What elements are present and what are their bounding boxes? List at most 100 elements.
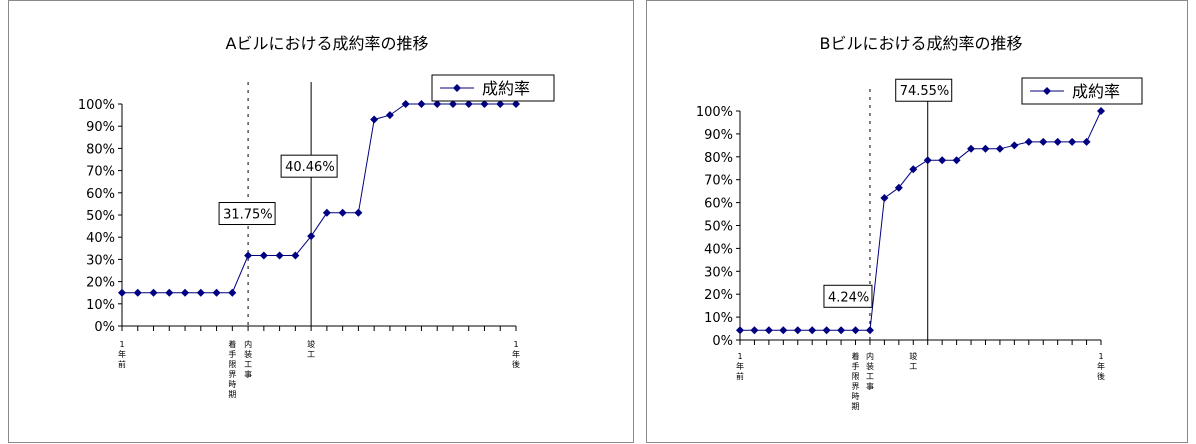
y-tick-label: 100% <box>696 105 733 120</box>
y-tick-label: 100% <box>78 98 115 113</box>
data-point <box>259 251 268 260</box>
data-point <box>433 100 442 108</box>
data-point <box>1053 137 1062 146</box>
data-point <box>750 326 759 335</box>
data-point <box>512 100 520 108</box>
x-tick-label: 着手限界時期 <box>852 351 860 411</box>
data-point <box>165 288 174 297</box>
x-tick-label: 竣工 <box>307 339 315 359</box>
data-point <box>480 100 489 108</box>
x-tick-label: 1 年後 <box>1097 352 1105 381</box>
y-tick-label: 70% <box>704 174 733 189</box>
data-point <box>401 100 410 108</box>
annotation-label: 74.55% <box>900 84 950 99</box>
data-point <box>1039 137 1048 146</box>
annotation-box <box>895 78 953 102</box>
legend-label: 成約率 <box>1072 82 1120 101</box>
data-point <box>212 288 221 297</box>
data-point <box>793 326 802 335</box>
chart-a-title: Aビルにおける成約率の推移 <box>226 34 429 53</box>
y-tick-label: 90% <box>86 120 115 135</box>
x-tick-label: 着手限界時期 <box>228 339 236 399</box>
data-point <box>338 208 347 217</box>
x-tick-label: 竣工 <box>909 351 917 371</box>
data-point <box>291 251 300 260</box>
data-point <box>851 326 860 335</box>
annotation-box <box>218 202 276 226</box>
data-point <box>385 111 394 120</box>
y-tick-label: 40% <box>704 242 733 257</box>
chart-b-svg: Bビルにおける成約率の推移 0% 10% 20% 30% 40% 50% 60% 70% 80% 9… <box>696 34 1143 411</box>
y-tick-label: 50% <box>86 209 115 224</box>
data-point <box>981 144 990 153</box>
data-point <box>228 288 237 297</box>
data-point <box>133 288 142 297</box>
y-tick-label: 30% <box>86 253 115 268</box>
y-tick-label: 10% <box>86 298 115 313</box>
data-point <box>995 144 1004 153</box>
y-tick-label: 80% <box>704 151 733 166</box>
y-tick-label: 20% <box>704 288 733 303</box>
y-tick-label: 40% <box>86 231 115 246</box>
data-point <box>880 194 889 203</box>
annotation-box <box>823 284 873 308</box>
data-point <box>967 144 976 153</box>
y-tick-label: 60% <box>86 187 115 202</box>
annotation-label: 40.46% <box>285 160 335 175</box>
x-tick-label: 内装工事 <box>244 339 252 379</box>
chart-a-svg: Aビルにおける成約率の推移 0% 10% 20% 30% 40% 50% 60% 70% 80% 9… <box>78 34 555 399</box>
data-point <box>837 326 846 335</box>
y-tick-label: 60% <box>704 197 733 212</box>
data-point <box>779 326 788 335</box>
data-point <box>244 251 253 260</box>
data-point <box>1082 137 1091 146</box>
y-tick-label: 0% <box>712 334 733 349</box>
y-tick-label: 30% <box>704 265 733 280</box>
series-line <box>740 110 1102 331</box>
x-tick-label: 1 年後 <box>512 340 520 369</box>
data-point <box>1097 107 1105 115</box>
data-point <box>464 100 473 108</box>
data-point <box>370 115 379 124</box>
x-tick-label: 内装工事 <box>866 351 874 391</box>
data-point <box>938 156 947 165</box>
data-point <box>322 208 331 217</box>
annotation-label: 4.24% <box>828 290 869 305</box>
data-point <box>417 100 426 108</box>
y-tick-label: 50% <box>704 220 733 235</box>
chart-panel-a: Aビルにおける成約率の推移 0% 10% 20% 30% 40% 50% 60% 70% 80% 9… <box>8 0 634 443</box>
data-point <box>354 208 363 217</box>
x-tick-label: 1 年前 <box>118 340 126 369</box>
data-point <box>822 326 831 335</box>
y-tick-label: 80% <box>86 142 115 157</box>
data-point <box>118 288 126 297</box>
data-point <box>952 156 961 165</box>
data-point <box>307 232 316 241</box>
data-point <box>275 251 284 260</box>
chart-panel-b: Bビルにおける成約率の推移 0% 10% 20% 30% 40% 50% 60% 70% 80% 9… <box>646 0 1188 443</box>
data-point <box>1068 137 1077 146</box>
data-point <box>448 100 457 108</box>
data-point <box>736 326 744 335</box>
data-point <box>149 288 158 297</box>
y-tick-label: 90% <box>704 128 733 143</box>
annotation-label: 31.75% <box>223 208 273 223</box>
y-tick-label: 10% <box>704 311 733 326</box>
legend-marker <box>453 84 461 92</box>
y-tick-label: 20% <box>86 276 115 291</box>
data-point <box>196 288 205 297</box>
y-tick-label: 70% <box>86 165 115 180</box>
annotation-box <box>280 154 338 178</box>
data-point <box>909 165 918 174</box>
legend-marker <box>1043 87 1051 95</box>
data-point <box>181 288 190 297</box>
legend-label: 成約率 <box>482 79 530 98</box>
data-point <box>1010 141 1019 150</box>
data-point <box>865 326 874 335</box>
x-tick-label: 1 年前 <box>736 352 744 381</box>
series-line <box>122 103 516 294</box>
y-tick-label: 0% <box>94 320 115 335</box>
legend-box <box>1021 77 1143 105</box>
data-point <box>1024 137 1033 146</box>
data-point <box>923 156 932 165</box>
